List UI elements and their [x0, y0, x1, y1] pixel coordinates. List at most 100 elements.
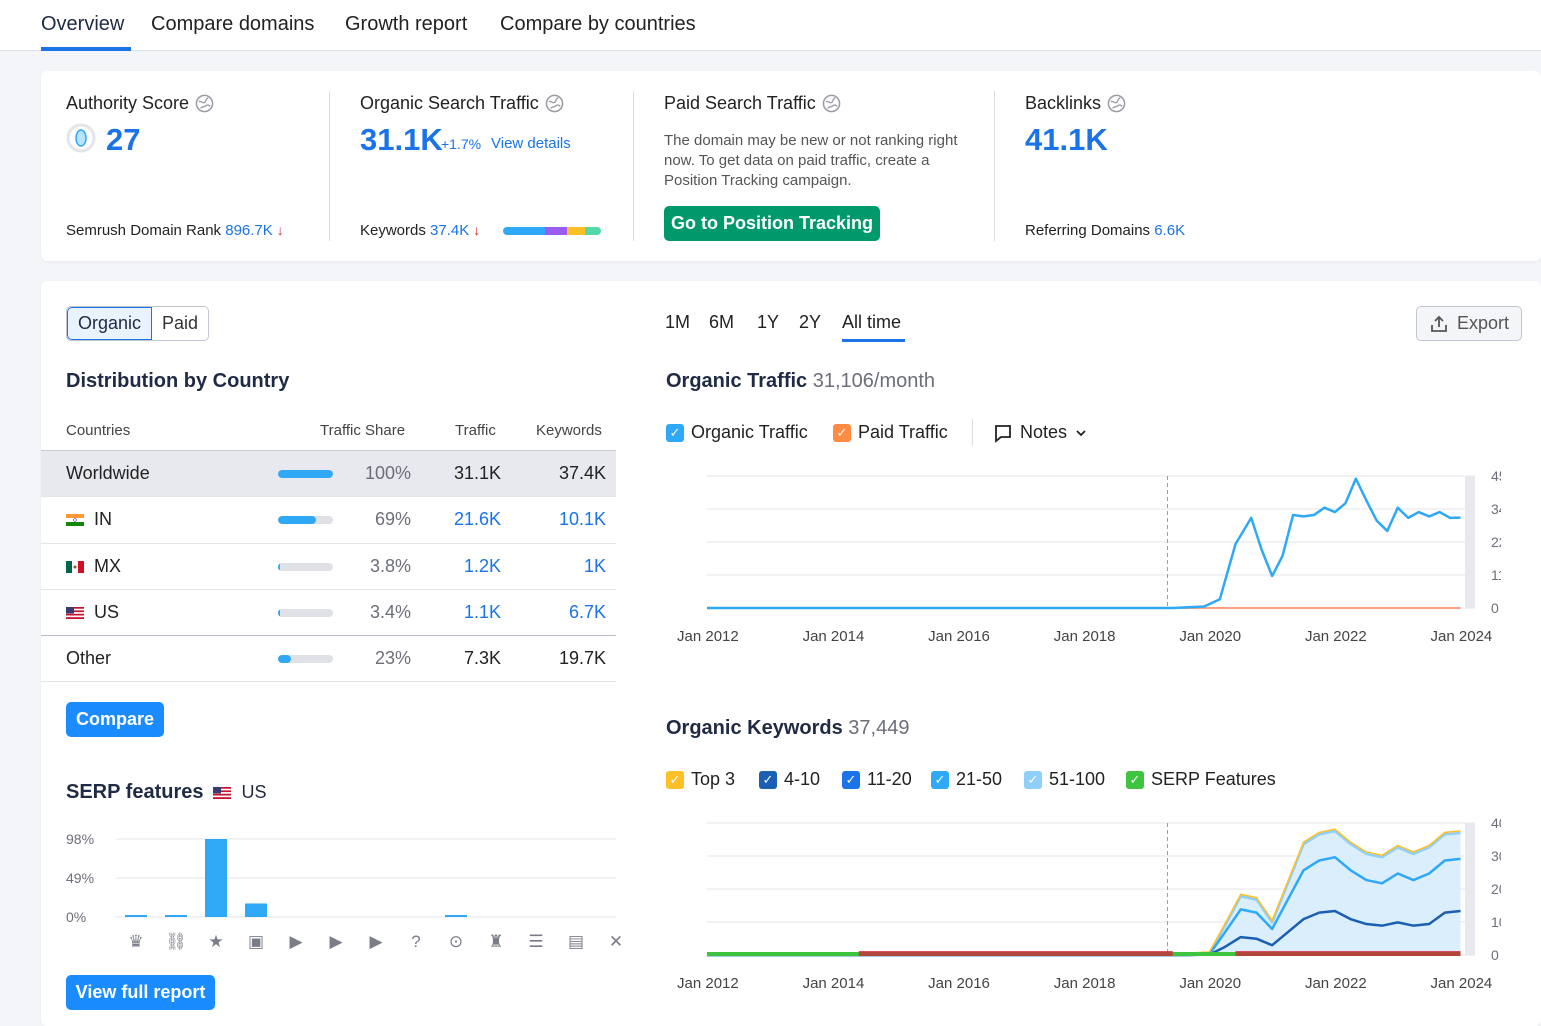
traffic-value[interactable]: 1.2K	[463, 556, 501, 576]
info-icon[interactable]	[545, 94, 564, 113]
keywords-value[interactable]: 37.4K	[430, 222, 470, 239]
organic-paid-toggle: Organic Paid	[66, 306, 210, 341]
referring-domains-value[interactable]: 6.6K	[1154, 222, 1186, 239]
faq-icon[interactable]: ?	[411, 932, 420, 951]
export-button[interactable]: Export	[1416, 306, 1522, 341]
arrow-down-icon: ↓	[276, 222, 284, 238]
go-to-position-tracking-button[interactable]: Go to Position Tracking	[664, 206, 880, 241]
period-all-time[interactable]: All time	[842, 312, 902, 332]
table-row[interactable]: US 3.4% 1.1K 6.7K	[41, 589, 616, 635]
keywords-area	[707, 831, 1461, 955]
compare-button[interactable]: Compare	[66, 702, 164, 737]
period-6m[interactable]: 6M	[709, 312, 735, 332]
view-details-link[interactable]: View details	[491, 135, 571, 152]
serp-bar	[165, 915, 187, 917]
notes-icon	[995, 424, 1011, 443]
metrics-card: Authority Score 27 Semrush Domain Rank 8…	[41, 71, 1541, 261]
location-icon[interactable]: ⊙	[449, 932, 463, 951]
traffic-share-bar	[278, 609, 333, 617]
current-period-band	[1465, 476, 1475, 608]
traffic-value[interactable]: 1.1K	[463, 602, 501, 622]
serp-features-title: SERP features	[66, 781, 204, 803]
legend-label: 21-50	[956, 769, 1003, 789]
tab-growth-report[interactable]: Growth report	[345, 13, 468, 35]
x-icon[interactable]: ✕	[609, 932, 623, 951]
legend-item[interactable]: ✓ 4-10	[759, 769, 820, 790]
crown-icon[interactable]: ♛	[128, 932, 143, 951]
serp-features-strip	[858, 951, 1173, 956]
info-icon[interactable]	[1107, 94, 1126, 113]
legend-item[interactable]: ✓ SERP Features	[1126, 769, 1276, 790]
domain-rank-label: Semrush Domain Rank	[66, 222, 222, 239]
y-tick-label: 49%	[66, 870, 94, 886]
document-icon[interactable]: ☰	[528, 932, 543, 951]
legend-item[interactable]: ✓ 11-20	[842, 769, 912, 790]
video-icon[interactable]: ▶	[289, 932, 303, 951]
referring-domains: Referring Domains 6.6K	[1025, 222, 1185, 239]
domain-rank-value[interactable]: 896.7K	[225, 222, 273, 239]
authority-score-icon	[66, 123, 96, 153]
x-tick-label: Jan 2024	[1431, 975, 1493, 992]
keywords-value[interactable]: 10.1K	[558, 509, 606, 529]
organic-toggle-button[interactable]: Organic	[67, 307, 153, 340]
backlinks-label: Backlinks	[1025, 93, 1102, 113]
x-tick-label: Jan 2022	[1305, 628, 1367, 645]
keywords-value: 37.4K	[558, 463, 606, 483]
keywords-count: Keywords 37.4K ↓	[360, 222, 480, 239]
col-traffic-share[interactable]: Traffic Share	[320, 422, 406, 439]
info-icon[interactable]	[195, 94, 214, 113]
period-indicator	[842, 339, 905, 342]
image-icon[interactable]: ▣	[248, 932, 264, 951]
country-cell: IN	[66, 509, 112, 530]
star-icon[interactable]: ★	[208, 932, 223, 951]
legend-organic-traffic[interactable]: ✓ Organic Traffic	[666, 422, 808, 443]
legend-label: SERP Features	[1151, 769, 1276, 789]
table-row[interactable]: MX 3.8% 1.2K 1K	[41, 543, 616, 589]
legend-item[interactable]: ✓ 51-100	[1024, 769, 1105, 790]
col-traffic[interactable]: Traffic	[455, 422, 496, 439]
y-tick-label: 22.7K	[1491, 534, 1501, 550]
table-row[interactable]: Worldwide 100% 31.1K 37.4K	[41, 450, 616, 496]
tab-compare-by-countries[interactable]: Compare by countries	[500, 13, 696, 35]
serp-bar	[125, 915, 147, 917]
x-tick-label: Jan 2012	[677, 628, 739, 645]
chevron-down-icon	[1076, 429, 1086, 436]
period-1m[interactable]: 1M	[665, 312, 691, 332]
info-icon[interactable]	[822, 94, 841, 113]
paid-toggle-button[interactable]: Paid	[162, 313, 199, 333]
serp-bar	[445, 915, 467, 917]
legend-item[interactable]: ✓ 21-50	[931, 769, 1002, 790]
legend-item[interactable]: ✓ Top 3	[666, 769, 735, 790]
notes-dropdown[interactable]: Notes	[993, 422, 1088, 443]
tab-compare-domains[interactable]: Compare domains	[151, 13, 315, 35]
country-name: Other	[66, 648, 112, 668]
view-full-report-button[interactable]: View full report	[66, 975, 215, 1010]
briefcase-icon[interactable]: ▤	[568, 932, 584, 951]
traffic-share-value: 100%	[364, 463, 411, 483]
table-bottom-border	[41, 681, 616, 682]
organic-keywords-chart-subtitle: 37,449	[848, 717, 910, 739]
traffic-value[interactable]: 21.6K	[453, 509, 501, 529]
x-tick-label: Jan 2020	[1179, 628, 1241, 645]
col-keywords[interactable]: Keywords	[536, 422, 602, 439]
organic-keywords-chart: 40.5K 30.4K 20.3K 10.1K 0 Jan 2012 Jan 2014 Jan…	[677, 815, 1501, 992]
table-row[interactable]: Other 23% 7.3K 19.7K	[41, 635, 616, 681]
video-icon[interactable]: ▶	[329, 932, 343, 951]
video-icon[interactable]: ▶	[369, 932, 383, 951]
keywords-value[interactable]: 1K	[583, 556, 606, 576]
link-icon[interactable]: ⛓	[165, 932, 187, 951]
graduation-icon[interactable]: ♜	[488, 932, 503, 951]
serp-bar	[205, 839, 227, 917]
traffic-share-value: 69%	[374, 509, 411, 529]
period-1y[interactable]: 1Y	[757, 312, 780, 332]
traffic-share-bar	[278, 563, 333, 571]
tab-overview[interactable]: Overview	[41, 13, 125, 35]
keywords-value[interactable]: 6.7K	[568, 602, 606, 622]
organic-traffic-value[interactable]: 31.1K	[360, 122, 443, 157]
backlinks-value[interactable]: 41.1K	[1025, 122, 1108, 157]
legend-paid-label: Paid Traffic	[858, 422, 948, 442]
divider	[972, 419, 973, 446]
legend-paid-traffic[interactable]: ✓ Paid Traffic	[833, 422, 948, 443]
period-2y[interactable]: 2Y	[799, 312, 822, 332]
table-row[interactable]: IN 69% 21.6K 10.1K	[41, 496, 616, 542]
